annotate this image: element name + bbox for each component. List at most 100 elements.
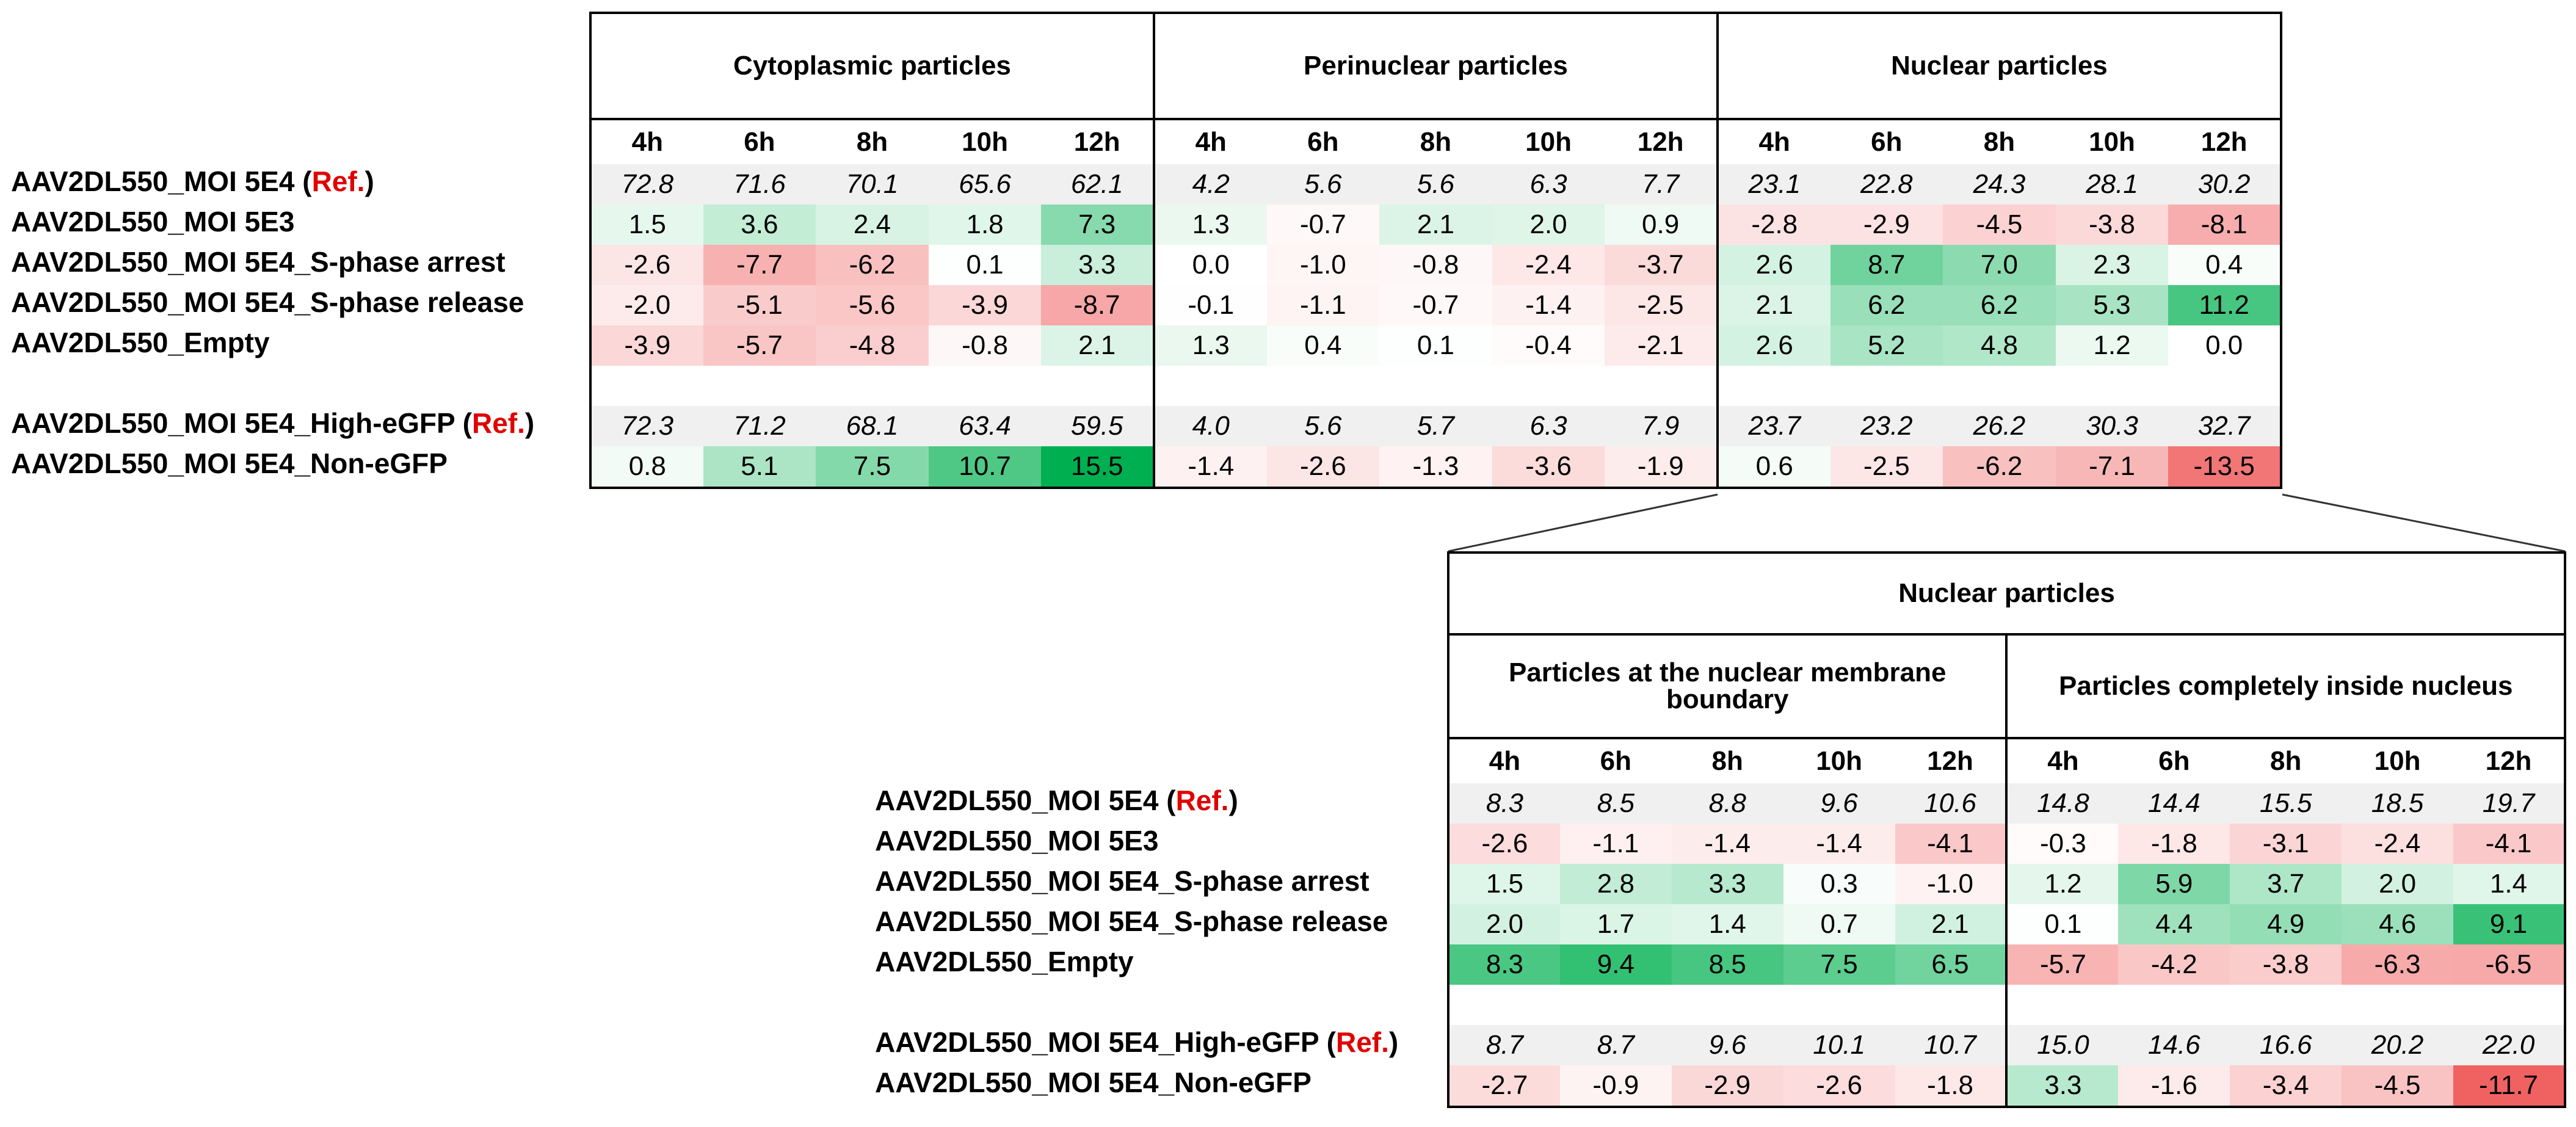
table-row: 8.3 8.5 8.8 9.6 10.6 14.8 14.4 15.5 18.5 19.7 bbox=[1448, 783, 2565, 824]
heatmap-cell: 14.8 bbox=[2006, 783, 2119, 824]
heatmap-cell: 5.9 bbox=[2118, 864, 2230, 904]
timepoint-header: 6h bbox=[1830, 119, 1943, 164]
heatmap-cell: 10.7 bbox=[928, 446, 1042, 488]
timepoint-header: 4h bbox=[590, 119, 703, 164]
row-label-text: AAV2DL550_MOI 5E4_High-eGFP bbox=[875, 1026, 1319, 1058]
heatmap-top: Cytoplasmic particles Perinuclear particl… bbox=[589, 12, 2282, 489]
timepoint-header: 8h bbox=[1671, 738, 1783, 783]
spacer-cell bbox=[1153, 366, 1719, 406]
row-label-text: AAV2DL550_MOI 5E4 bbox=[875, 785, 1159, 816]
row-label: AAV2DL550_Empty bbox=[11, 322, 270, 363]
heatmap-cell: 1.5 bbox=[1448, 864, 1560, 904]
table-row: -2.6 -7.7 -6.2 0.1 3.3 0.0 -1.0 -0.8 -2.4 -3.7 2.6… bbox=[590, 245, 2281, 285]
row-label: AAV2DL550_MOI 5E4_Non-eGFP bbox=[875, 1062, 1312, 1103]
heatmap-cell: 22.8 bbox=[1830, 164, 1943, 205]
heatmap-cell: 70.1 bbox=[816, 164, 929, 205]
heatmap-cell: -0.4 bbox=[1492, 325, 1605, 366]
heatmap-cell: -1.0 bbox=[1266, 245, 1380, 285]
heatmap-cell: -0.8 bbox=[928, 325, 1042, 366]
heatmap-cell: -1.8 bbox=[2118, 824, 2230, 864]
timepoint-header: 8h bbox=[2230, 738, 2342, 783]
row-label: AAV2DL550_MOI 5E4_S-phase release bbox=[11, 282, 524, 322]
heatmap-cell: 63.4 bbox=[928, 406, 1042, 446]
heatmap-cell: 8.3 bbox=[1448, 944, 1560, 985]
heatmap-cell: 0.4 bbox=[1266, 325, 1380, 366]
heatmap-cell: 22.0 bbox=[2453, 1025, 2565, 1065]
column-group-header: Cytoplasmic particles bbox=[590, 13, 1155, 120]
heatmap-cell: 24.3 bbox=[1943, 164, 2056, 205]
heatmap-cell: -5.7 bbox=[2006, 944, 2119, 985]
heatmap-cell: 59.5 bbox=[1041, 406, 1155, 446]
heatmap-cell: 4.4 bbox=[2118, 904, 2230, 944]
row-label-text: AAV2DL550_MOI 5E3 bbox=[875, 825, 1159, 857]
column-group-header: Particles at the nuclear membrane bounda… bbox=[1448, 634, 2008, 739]
timepoint-header: 4h bbox=[1448, 738, 1560, 783]
column-group-header: Nuclear particles bbox=[1717, 13, 2281, 120]
row-label: AAV2DL550_MOI 5E4_Non-eGFP bbox=[11, 443, 448, 484]
row-label: AAV2DL550_MOI 5E3 bbox=[875, 821, 1158, 861]
heatmap-cell: -2.5 bbox=[1830, 446, 1943, 488]
heatmap-cell: 18.5 bbox=[2342, 783, 2454, 824]
zoom-connector-right bbox=[2282, 493, 2566, 553]
ref-tag: Ref. bbox=[471, 407, 525, 439]
heatmap-cell: 2.3 bbox=[2055, 245, 2169, 285]
heatmap-cell: 62.1 bbox=[1041, 164, 1155, 205]
heatmap-cell: -1.9 bbox=[1605, 446, 1719, 488]
heatmap-cell: -2.6 bbox=[1266, 446, 1380, 488]
timepoint-header: 6h bbox=[703, 119, 816, 164]
heatmap-cell: 30.2 bbox=[2168, 164, 2281, 205]
heatmap-cell: 4.6 bbox=[2342, 904, 2454, 944]
timepoint-header: 4h bbox=[1717, 119, 1830, 164]
heatmap-cell: 2.0 bbox=[1492, 205, 1605, 245]
table-row: -3.9 -5.7 -4.8 -0.8 2.1 1.3 0.4 0.1 -0.4 -2.1 2.6 5… bbox=[590, 325, 2281, 366]
heatmap-cell: 2.1 bbox=[1717, 285, 1830, 325]
column-group-header: Perinuclear particles bbox=[1153, 13, 1719, 120]
table-row: 8.3 9.4 8.5 7.5 6.5 -5.7 -4.2 -3.8 -6.3 -6.5 bbox=[1448, 944, 2565, 985]
row-label: AAV2DL550_MOI 5E4_S-phase arrest bbox=[875, 861, 1370, 901]
heatmap-cell: -0.9 bbox=[1559, 1065, 1672, 1107]
heatmap-cell: 68.1 bbox=[816, 406, 929, 446]
heatmap-cell: 23.7 bbox=[1717, 406, 1830, 446]
heatmap-nuclear-detail: Nuclear particles Particles at the nuclea… bbox=[1447, 551, 2566, 1108]
heatmap-cell: 16.6 bbox=[2230, 1025, 2342, 1065]
heatmap-cell: -0.3 bbox=[2006, 824, 2119, 864]
timepoint-header: 4h bbox=[2006, 738, 2119, 783]
heatmap-cell: -1.0 bbox=[1895, 864, 2008, 904]
heatmap-cell: 7.7 bbox=[1605, 164, 1719, 205]
row-label-text: AAV2DL550_MOI 5E4_S-phase arrest bbox=[11, 246, 506, 278]
spacer-cell bbox=[2006, 985, 2565, 1025]
heatmap-cell: 8.7 bbox=[1559, 1025, 1672, 1065]
heatmap-cell: 5.7 bbox=[1379, 406, 1492, 446]
heatmap-cell: -11.7 bbox=[2453, 1065, 2565, 1107]
row-label-text: AAV2DL550_MOI 5E3 bbox=[11, 206, 295, 237]
heatmap-cell: -5.1 bbox=[703, 285, 816, 325]
heatmap-cell: 9.6 bbox=[1671, 1025, 1783, 1065]
heatmap-title: Nuclear particles bbox=[1448, 553, 2565, 636]
heatmap-cell: 1.3 bbox=[1153, 325, 1267, 366]
heatmap-cell: -3.6 bbox=[1492, 446, 1605, 488]
zoom-connector-left bbox=[1448, 493, 1718, 553]
heatmap-cell: 15.5 bbox=[1041, 446, 1155, 488]
heatmap-cell: -2.1 bbox=[1605, 325, 1719, 366]
table-row: 72.3 71.2 68.1 63.4 59.5 4.0 5.6 5.7 6.3 7.9 23.7 2… bbox=[590, 406, 2281, 446]
heatmap-cell: -2.9 bbox=[1830, 205, 1943, 245]
heatmap-cell: 72.3 bbox=[590, 406, 703, 446]
heatmap-cell: -3.9 bbox=[590, 325, 703, 366]
heatmap-cell: 2.0 bbox=[2342, 864, 2454, 904]
ref-paren-open: ( bbox=[1318, 1026, 1336, 1058]
timepoint-header: 6h bbox=[2118, 738, 2230, 783]
heatmap-cell: 28.1 bbox=[2055, 164, 2169, 205]
heatmap-cell: 5.6 bbox=[1266, 406, 1380, 446]
heatmap-cell: 7.5 bbox=[816, 446, 929, 488]
row-label: AAV2DL550_Empty bbox=[875, 941, 1134, 982]
timepoint-header: 12h bbox=[1895, 738, 2008, 783]
heatmap-cell: 2.8 bbox=[1559, 864, 1672, 904]
heatmap-cell: 9.6 bbox=[1783, 783, 1895, 824]
heatmap-cell: 4.8 bbox=[1943, 325, 2056, 366]
heatmap-cell: 6.3 bbox=[1492, 406, 1605, 446]
row-label-text: AAV2DL550_MOI 5E4_S-phase release bbox=[11, 286, 524, 318]
heatmap-cell: 2.1 bbox=[1379, 205, 1492, 245]
heatmap-cell: 14.6 bbox=[2118, 1025, 2230, 1065]
row-label: AAV2DL550_MOI 5E4_High-eGFP (Ref.) bbox=[875, 1022, 1398, 1062]
